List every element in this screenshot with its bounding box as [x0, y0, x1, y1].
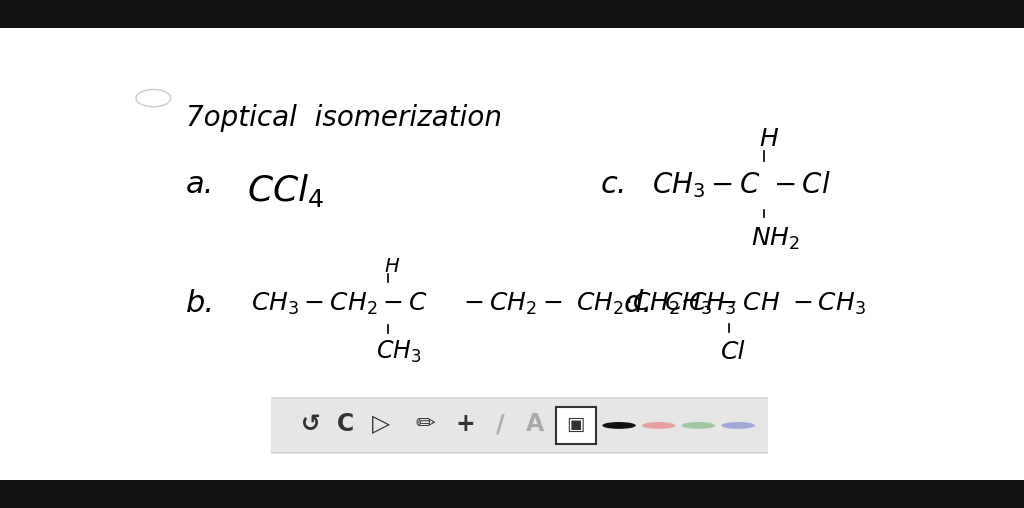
Text: /: /	[496, 412, 504, 436]
Text: ↺: ↺	[301, 412, 321, 436]
Text: $CH_3-CH\ -CH_3$: $CH_3-CH\ -CH_3$	[664, 291, 865, 316]
Text: ▣: ▣	[566, 415, 585, 434]
Text: C: C	[337, 412, 354, 436]
Text: 7optical  isomerization: 7optical isomerization	[186, 104, 502, 132]
Text: $NH_2$: $NH_2$	[751, 226, 800, 252]
Text: ✏: ✏	[416, 412, 435, 436]
Text: c.: c.	[600, 170, 627, 199]
FancyBboxPatch shape	[556, 407, 596, 443]
Text: $CCl_4$: $CCl_4$	[247, 172, 325, 209]
FancyBboxPatch shape	[266, 398, 773, 453]
Ellipse shape	[602, 422, 636, 429]
Text: b.: b.	[186, 289, 215, 318]
Text: Cl: Cl	[721, 340, 745, 364]
Text: d.: d.	[624, 289, 653, 318]
Text: +: +	[456, 412, 475, 436]
Text: H: H	[384, 257, 399, 276]
Text: a.: a.	[186, 170, 214, 199]
Ellipse shape	[682, 422, 715, 429]
Text: $CH_3$: $CH_3$	[377, 339, 422, 365]
Circle shape	[136, 89, 171, 107]
Text: 1: 1	[150, 91, 158, 105]
Text: $CH_3-CH_2-C\ \ \ \ -CH_2-\ CH_2{\cdot}CH_2{\cdot}CH_3$: $CH_3-CH_2-C\ \ \ \ -CH_2-\ CH_2{\cdot}C…	[251, 291, 736, 316]
Text: ▷: ▷	[372, 412, 390, 436]
Ellipse shape	[642, 422, 676, 429]
Text: A: A	[525, 412, 544, 436]
Text: H: H	[760, 127, 778, 151]
Ellipse shape	[722, 422, 755, 429]
Text: $CH_3-C\ -Cl$: $CH_3-C\ -Cl$	[652, 169, 830, 200]
